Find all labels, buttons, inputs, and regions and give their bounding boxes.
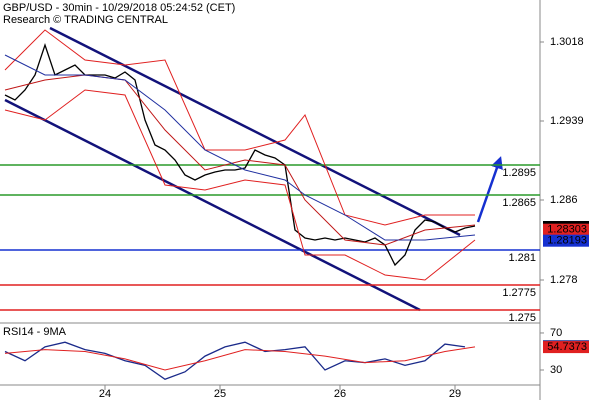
y-tick-label: 1.278 — [550, 274, 578, 286]
y-tick-label: 70 — [550, 327, 562, 339]
price-marker — [543, 223, 589, 236]
price-marker — [543, 234, 589, 247]
chart-title: GBP/USD - 30min - 10/29/2018 05:24:52 (C… — [3, 2, 235, 14]
y-tick-label: 1.2939 — [550, 115, 584, 127]
level-label: 1.275 — [508, 312, 536, 324]
channel-upper — [49, 26, 461, 237]
price-marker-label: 1.28193 — [547, 235, 587, 247]
chart-subtitle: Research © TRADING CENTRAL — [3, 14, 168, 26]
level-label: 1.2775 — [502, 287, 536, 299]
y-tick-label: 30 — [550, 364, 562, 376]
level-label: 1.2865 — [502, 197, 536, 209]
y-tick-label: 1.286 — [550, 194, 578, 206]
rsi-title: RSI14 - 9MA — [3, 326, 67, 338]
y-tick-label: 1.3018 — [550, 36, 584, 48]
x-tick-label: 25 — [214, 388, 226, 400]
series-line — [4, 54, 476, 241]
series-line — [4, 42, 476, 267]
x-tick-label: 29 — [449, 388, 461, 400]
x-tick-label: 26 — [334, 388, 346, 400]
price-marker-label: 1.28303 — [547, 224, 587, 236]
x-tick-label: 24 — [99, 388, 111, 400]
series-line — [4, 89, 476, 281]
series-line — [4, 341, 466, 380]
plot-bg — [0, 0, 540, 400]
series-line — [4, 346, 476, 371]
price-marker-label: 54.7373 — [547, 341, 587, 353]
channel-lower — [4, 98, 421, 312]
level-label: 1.2895 — [502, 167, 536, 179]
price-marker — [543, 341, 589, 354]
level-label: 1.281 — [508, 252, 536, 264]
forecast-arrow — [476, 156, 503, 223]
series-line — [4, 29, 475, 226]
